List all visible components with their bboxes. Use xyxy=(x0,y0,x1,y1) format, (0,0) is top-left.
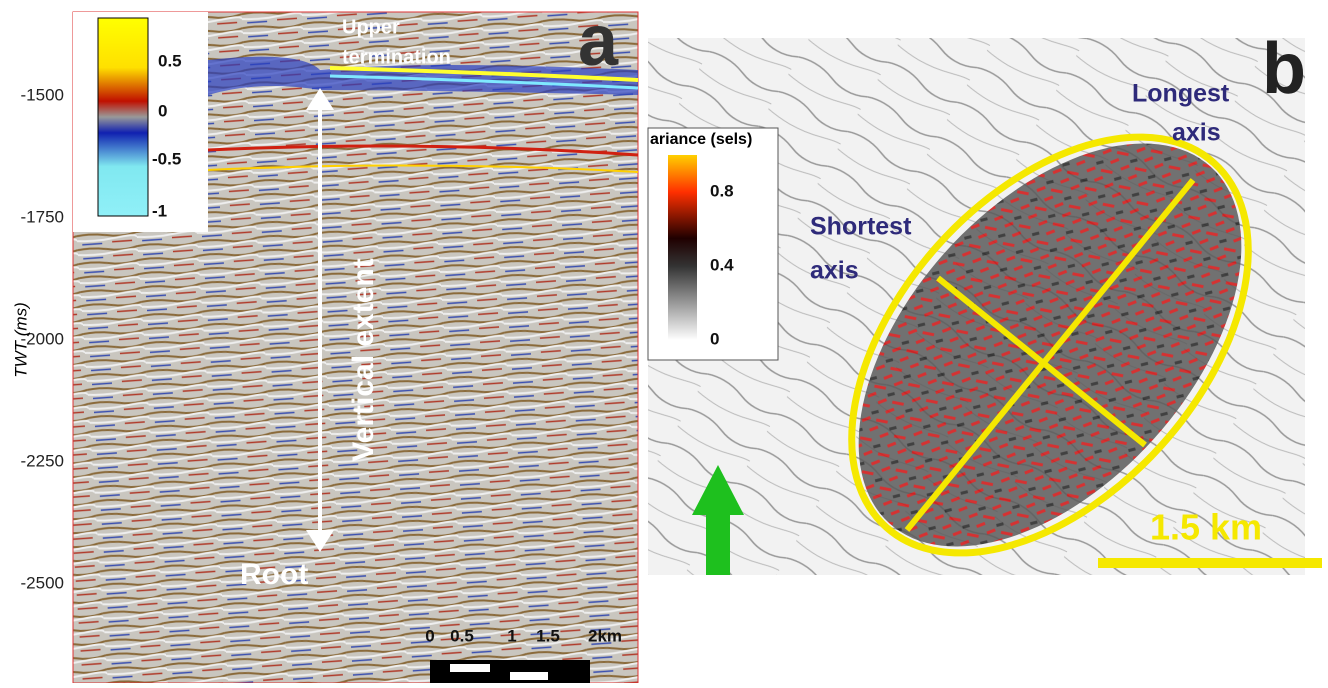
annotation: Shortest xyxy=(810,213,912,241)
colorbar-tick: 0 xyxy=(158,101,167,120)
figure: 0.5 0 -0.5 -1 -1500 -1750 -2000 -2250 -2… xyxy=(0,0,1328,683)
panel-a: 0.5 0 -0.5 -1 -1500 -1750 -2000 -2250 -2… xyxy=(11,1,638,683)
scale-label: 1.5 xyxy=(536,626,560,645)
annotation: Longest xyxy=(1132,80,1230,108)
y-tick-label: -2500 xyxy=(21,573,64,592)
axis-label: TWT (ms) xyxy=(11,302,30,378)
annotation: Upper xyxy=(342,16,400,38)
scale-label: 0.5 xyxy=(450,626,474,645)
scale-label: 1 xyxy=(507,626,516,645)
annotation: termination xyxy=(342,46,451,68)
colorbar-tick: 0 xyxy=(710,329,719,348)
colorbar xyxy=(668,155,697,340)
scale-bar xyxy=(430,660,590,683)
annotation: axis xyxy=(1172,119,1221,147)
scale-label: 2km xyxy=(588,626,622,645)
colorbar-title: ariance (sels) xyxy=(650,131,752,148)
scale-label: 0 xyxy=(425,626,434,645)
colorbar xyxy=(98,18,148,216)
annotation: axis xyxy=(810,257,859,285)
colorbar-tick: -1 xyxy=(152,201,167,220)
colorbar-tick: 0.8 xyxy=(710,181,734,200)
annotation: Vertical extent xyxy=(347,258,380,461)
y-tick-label: -2250 xyxy=(21,451,64,470)
y-tick-label: -1500 xyxy=(21,85,64,104)
colorbar-tick: 0.5 xyxy=(158,51,182,70)
panel-letter: b xyxy=(1262,29,1306,109)
y-tick-label: -1750 xyxy=(21,207,64,226)
colorbar-tick: -0.5 xyxy=(152,149,181,168)
panel-b: ariance (sels) 0.8 0.4 0 Longest axis Sh… xyxy=(648,29,1325,627)
colorbar-tick: 0.4 xyxy=(710,255,734,274)
panel-letter: a xyxy=(578,1,619,81)
colorbar-box xyxy=(648,128,778,360)
scale-label: 1.5 km xyxy=(1150,507,1262,548)
annotation: Root xyxy=(240,558,308,591)
